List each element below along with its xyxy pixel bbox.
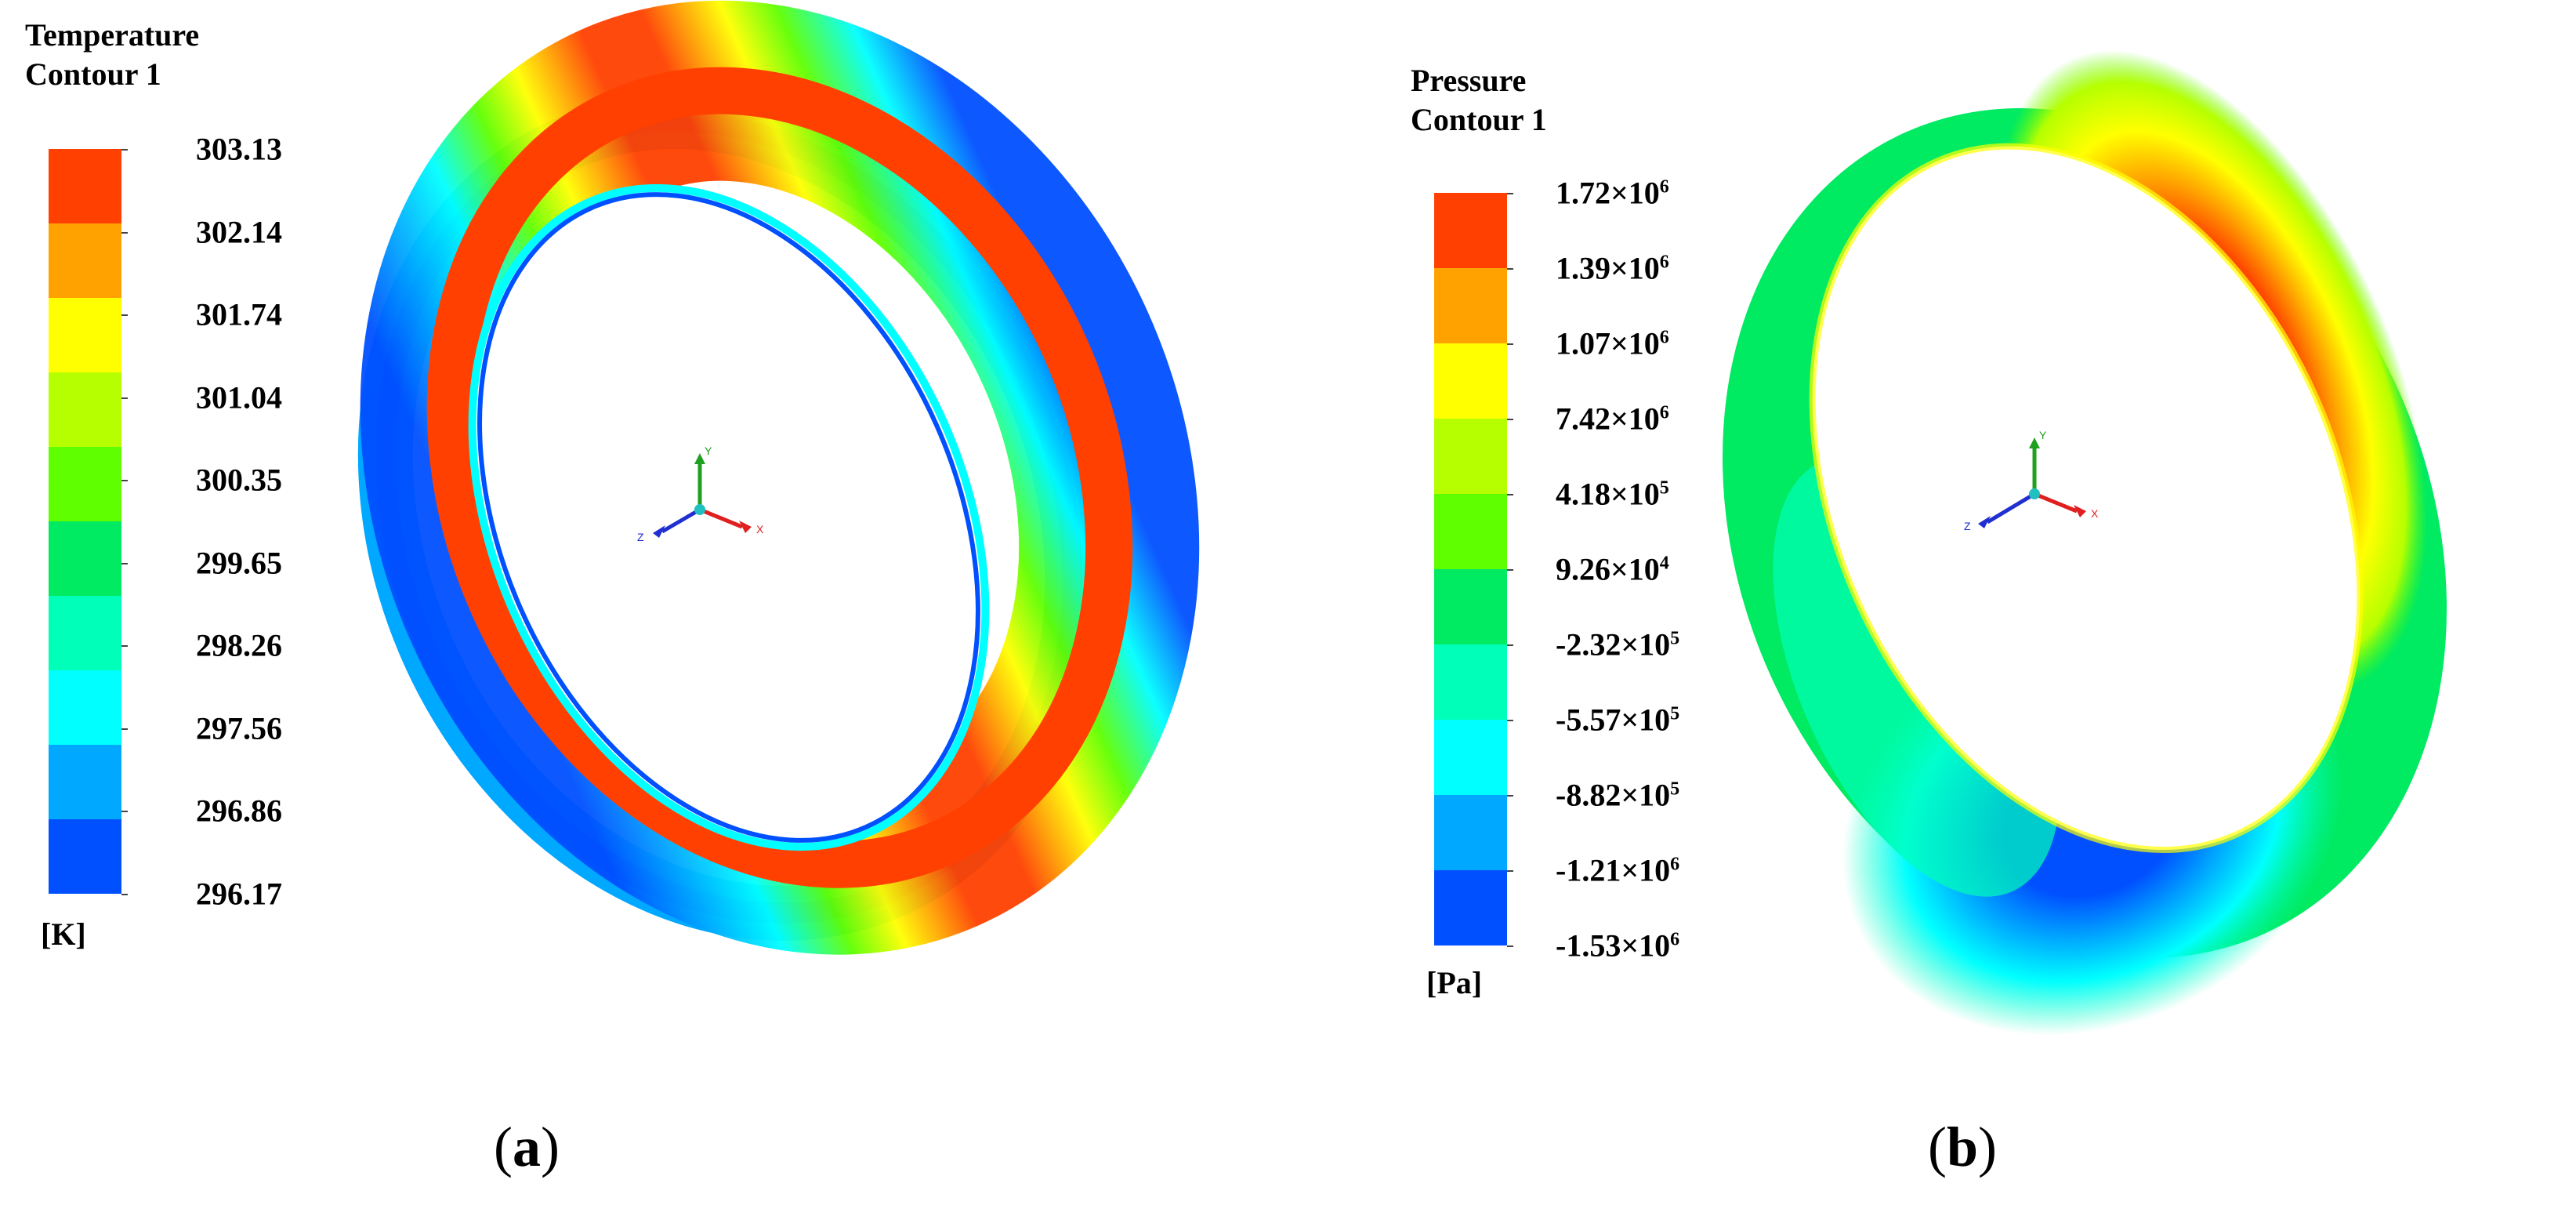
colorbar-tick <box>121 894 128 895</box>
axis-z-label: Z <box>637 531 644 543</box>
colorbar-tick <box>1507 343 1513 345</box>
axis-x-label: X <box>756 523 764 535</box>
legend-value-label: 301.74 <box>196 296 282 332</box>
colorbar-tick <box>121 562 128 564</box>
colorbar-tick <box>1507 494 1513 495</box>
legend-title-line2: Contour 1 <box>1411 102 1547 137</box>
legend-value-label: -2.32×105 <box>1556 626 1680 662</box>
colorbar-swatch <box>49 521 121 596</box>
legend-value-label: 4.18×105 <box>1556 476 1669 512</box>
temperature-colorbar <box>49 149 121 894</box>
colorbar-swatch <box>1434 569 1507 644</box>
colorbar-tick <box>121 231 128 234</box>
colorbar-tick <box>1507 193 1513 194</box>
legend-title-line1: Pressure <box>1411 63 1527 98</box>
pressure-unit: [Pa] <box>1426 965 1483 1000</box>
caption-b-letter: b <box>1946 1116 1979 1178</box>
legend-value-label: 296.17 <box>196 876 282 912</box>
colorbar-tick <box>1507 870 1513 872</box>
panel-a-temperature: Temperature Contour 1 303.13 302.14 301.74… <box>0 0 1254 1205</box>
colorbar-swatch <box>49 298 121 372</box>
legend-value-label: -1.21×106 <box>1556 852 1680 888</box>
axis-triad: Y X Z <box>1964 429 2099 532</box>
legend-value-label: 9.26×104 <box>1556 551 1669 587</box>
legend-value-label: 7.42×106 <box>1556 401 1669 437</box>
caption-b: (b) <box>1928 1116 1998 1178</box>
colorbar-tick <box>1507 795 1513 797</box>
colorbar-tick <box>1507 268 1513 270</box>
colorbar-tick <box>121 811 128 813</box>
colorbar-swatch <box>49 149 121 223</box>
colorbar-tick <box>121 397 128 399</box>
legend-value-label: 299.65 <box>196 545 282 581</box>
axis-x-label: X <box>2091 507 2099 520</box>
legend-title-pressure: Pressure Contour 1 <box>1411 61 1547 140</box>
colorbar-tick <box>121 480 128 482</box>
pressure-colorbar <box>1434 193 1507 945</box>
colorbar-swatch <box>49 447 121 521</box>
legend-value-label: 1.72×106 <box>1556 175 1669 211</box>
colorbar-swatch <box>49 372 121 447</box>
legend-title-line2: Contour 1 <box>25 56 161 92</box>
colorbar-tick <box>1507 644 1513 646</box>
colorbar-swatch <box>1434 795 1507 870</box>
colorbar-swatch <box>1434 720 1507 795</box>
colorbar-tick <box>1507 720 1513 721</box>
legend-value-label: 298.26 <box>196 627 282 663</box>
legend-title-line1: Temperature <box>25 17 200 53</box>
axis-z-label: Z <box>1964 520 1971 532</box>
colorbar-swatch <box>49 223 121 298</box>
legend-value-label: 302.14 <box>196 214 282 250</box>
colorbar-swatch <box>1434 870 1507 945</box>
colorbar-swatch <box>1434 644 1507 720</box>
axis-y-label: Y <box>705 445 712 457</box>
colorbar-swatch <box>1434 494 1507 569</box>
colorbar-swatch <box>1434 419 1507 494</box>
legend-value-label: 303.13 <box>196 131 282 167</box>
colorbar-tick <box>1507 569 1513 571</box>
temperature-unit: [K] <box>41 916 86 952</box>
legend-value-label: -8.82×105 <box>1556 777 1680 813</box>
colorbar-tick <box>1507 945 1513 947</box>
colorbar-swatch <box>49 670 121 745</box>
colorbar-swatch <box>49 596 121 670</box>
colorbar-tick <box>121 314 128 317</box>
legend-value-label: -1.53×106 <box>1556 927 1680 964</box>
caption-a: (a) <box>494 1116 560 1178</box>
colorbar-swatch <box>1434 343 1507 419</box>
legend-value-label: 1.07×106 <box>1556 325 1669 361</box>
legend-value-label: 300.35 <box>196 462 282 498</box>
legend-value-label: -5.57×105 <box>1556 702 1680 738</box>
axis-triad: Y X Z <box>637 445 764 543</box>
panel-b-pressure: Pressure Contour 1 1.72×106 1.39×106 1.07×… <box>1332 0 2576 1205</box>
legend-title-temperature: Temperature Contour 1 <box>25 16 199 94</box>
pressure-ring-contour: Y X Z <box>1722 50 2447 1036</box>
temperature-ring-contour: Y X Z <box>357 0 1200 955</box>
colorbar-tick <box>121 645 128 648</box>
colorbar-swatch <box>1434 268 1507 343</box>
colorbar-tick <box>1507 419 1513 420</box>
colorbar-swatch <box>49 819 121 894</box>
legend-value-label: 297.56 <box>196 710 282 746</box>
legend-value-label: 296.86 <box>196 793 282 829</box>
axis-y-label: Y <box>2039 429 2047 441</box>
colorbar-swatch <box>1434 193 1507 268</box>
legend-value-label: 301.04 <box>196 379 282 416</box>
colorbar-tick <box>121 728 128 730</box>
legend-value-label: 1.39×106 <box>1556 250 1669 286</box>
caption-a-letter: a <box>512 1116 541 1178</box>
colorbar-tick <box>121 149 128 151</box>
colorbar-swatch <box>49 745 121 819</box>
